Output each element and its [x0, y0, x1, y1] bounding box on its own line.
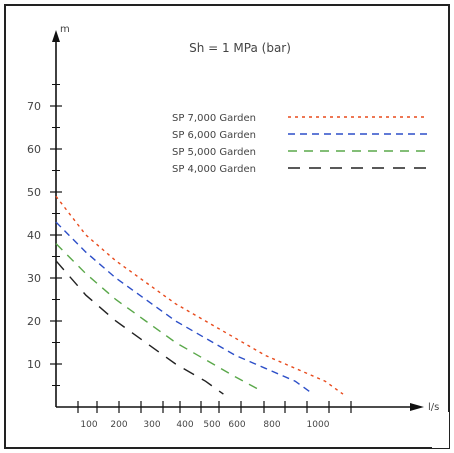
x-tick-label: 300	[143, 420, 160, 430]
x-ticks: 100 200 300 400 500 600 800 1000	[77, 401, 352, 430]
series-lines	[55, 195, 344, 395]
legend-label: SP 7,000 Garden	[172, 113, 256, 124]
frame-gap	[432, 412, 449, 448]
series-line-2	[55, 221, 314, 395]
y-axis-label: m	[60, 24, 70, 35]
series-line-4	[55, 260, 224, 395]
x-axis-label: l/s	[428, 402, 439, 413]
y-tick-label: 40	[27, 229, 41, 242]
x-tick-label: 800	[263, 420, 280, 430]
x-tick-label: 400	[176, 420, 193, 430]
y-tick-label: 70	[27, 100, 41, 113]
y-axis-arrow-icon	[52, 30, 60, 42]
x-axis-arrow-icon	[410, 403, 424, 411]
x-tick-label: 100	[80, 420, 97, 430]
y-tick-label: 10	[27, 358, 41, 371]
chart-border	[4, 4, 450, 449]
y-ticks: 10 20 30 40 50 60 70	[27, 84, 62, 386]
y-tick-label: 60	[27, 143, 41, 156]
y-tick-label: 50	[27, 186, 41, 199]
legend: SP 7,000 Garden SP 6,000 Garden SP 5,000 G…	[172, 113, 428, 175]
y-tick-label: 20	[27, 315, 41, 328]
legend-label: SP 4,000 Garden	[172, 164, 256, 175]
x-tick-label: 200	[110, 420, 127, 430]
x-tick-label: 1000	[307, 420, 330, 430]
legend-label: SP 5,000 Garden	[172, 147, 256, 158]
series-line-1	[55, 195, 344, 395]
x-tick-label: 600	[228, 420, 245, 430]
legend-label: SP 6,000 Garden	[172, 130, 256, 141]
chart-title: Sh = 1 MPa (bar)	[189, 41, 291, 55]
series-line-3	[55, 243, 260, 391]
y-tick-label: 30	[27, 272, 41, 285]
x-tick-label: 500	[203, 420, 220, 430]
